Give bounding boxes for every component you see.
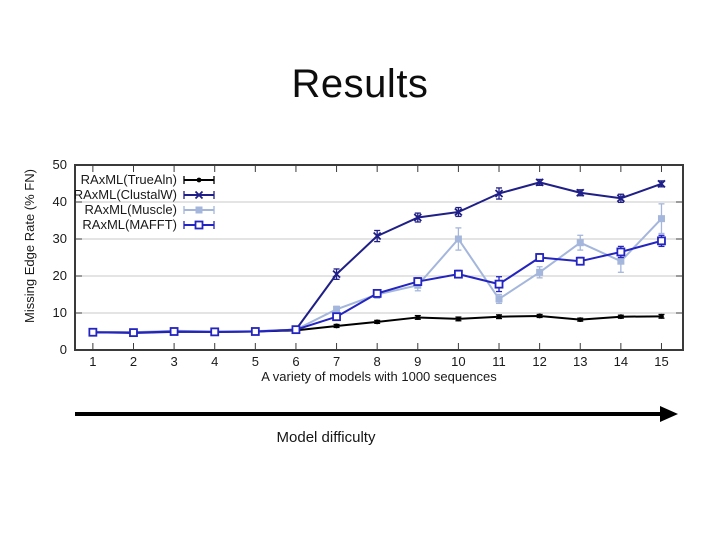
legend-item-raxml-mafft: RAxML(MAFFT) — [82, 217, 215, 232]
series-raxml-mafft — [88, 234, 666, 338]
x-tick-label: 11 — [492, 354, 506, 369]
x-tick-label: 1 — [89, 354, 96, 369]
legend-label: RAxML(TrueAln) — [81, 172, 177, 187]
x-axis-label: A variety of models with 1000 sequences — [261, 369, 497, 384]
y-tick-label: 10 — [53, 305, 67, 320]
x-tick-label: 6 — [292, 354, 299, 369]
legend-label: RAxML(MAFFT) — [82, 217, 177, 232]
x-tick-label: 12 — [532, 354, 546, 369]
arrow-label: Model difficulty — [277, 429, 376, 446]
legend-item-raxml-muscle: RAxML(Muscle) — [85, 202, 215, 217]
x-tick-label: 14 — [614, 354, 628, 369]
x-tick-label: 9 — [414, 354, 421, 369]
page-title: Results — [291, 62, 429, 106]
legend-item-raxml-truealn: RAxML(TrueAln) — [81, 172, 215, 187]
x-tick-label: 7 — [333, 354, 340, 369]
y-axis-label: Missing Edge Rate (% FN) — [22, 169, 37, 323]
plot-border — [74, 164, 684, 351]
legend-item-raxml-clustalw: RAxML(ClustalW) — [74, 187, 215, 202]
x-tick-label: 13 — [573, 354, 587, 369]
x-tick-label: 8 — [374, 354, 381, 369]
chart-legend: RAxML(TrueAln)RAxML(ClustalW)RAxML(Muscl… — [74, 172, 215, 232]
arrow-head-icon — [660, 406, 678, 422]
x-tick-label: 3 — [170, 354, 177, 369]
x-tick-label: 4 — [211, 354, 218, 369]
y-tick-label: 40 — [53, 194, 67, 209]
y-tick-label: 50 — [53, 157, 67, 172]
y-tick-label: 0 — [60, 342, 67, 357]
y-tick-label: 30 — [53, 231, 67, 246]
x-tick-label: 15 — [654, 354, 668, 369]
x-tick-label: 2 — [130, 354, 137, 369]
legend-label: RAxML(ClustalW) — [74, 187, 177, 202]
y-tick-label: 20 — [53, 268, 67, 283]
x-tick-label: 10 — [451, 354, 465, 369]
model-difficulty-arrow: Model difficulty — [75, 406, 678, 446]
x-tick-label: 5 — [252, 354, 259, 369]
legend-label: RAxML(Muscle) — [85, 202, 177, 217]
